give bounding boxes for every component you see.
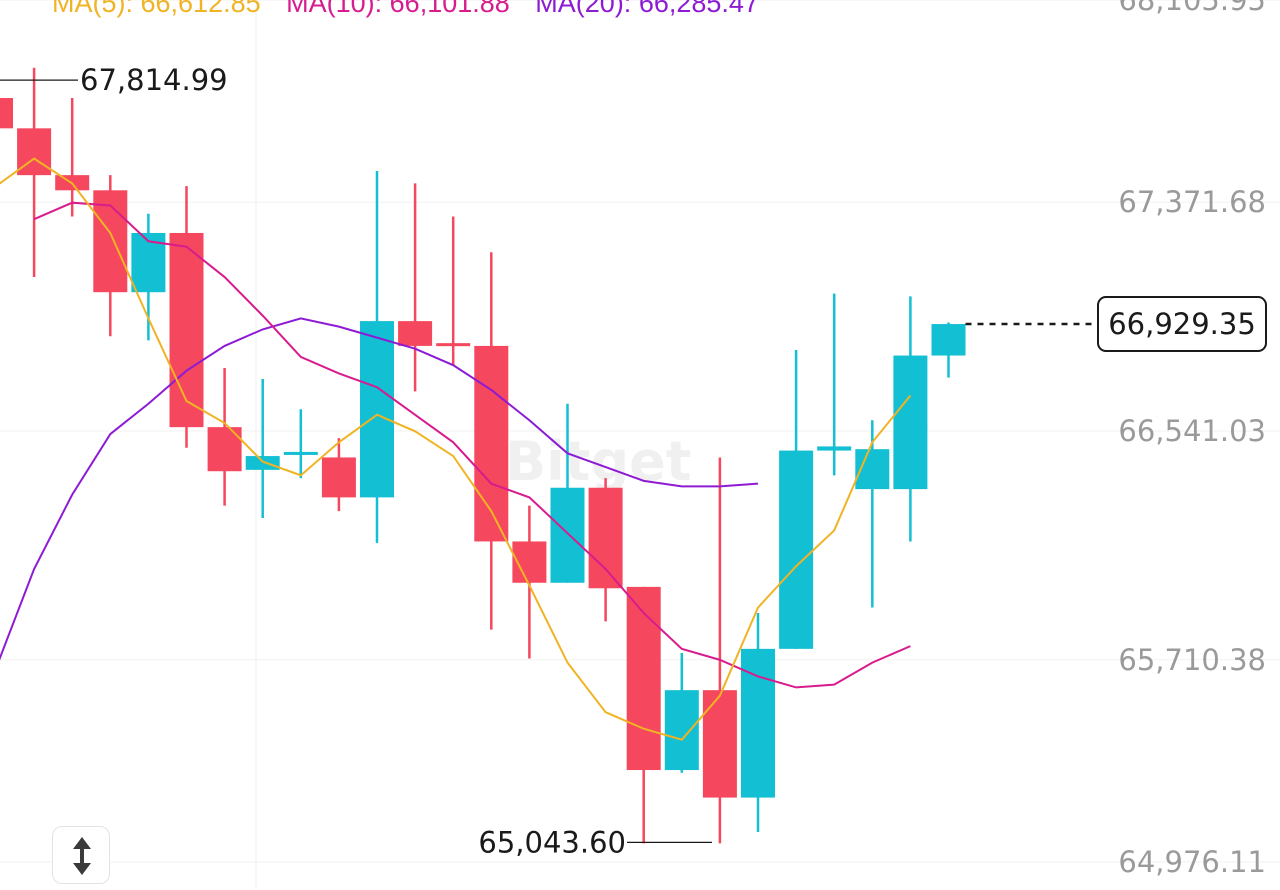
candle-body (245, 456, 280, 470)
price-axis-label: 64,976.11 (1118, 845, 1266, 879)
ma5-legend: MA(5): 66,612.85 (52, 0, 261, 18)
candle-body (0, 98, 13, 129)
price-axis-label: 68,105.95 (1118, 0, 1266, 17)
high-marker-label: 67,814.99 (80, 63, 228, 97)
candle-body (817, 446, 852, 451)
candle-body (398, 321, 433, 346)
candle-body (664, 690, 699, 771)
ma-legend: MA(5): 66,612.85 MA(10): 66,101.88 MA(20… (52, 0, 777, 19)
low-marker-label: 65,043.60 (478, 825, 626, 859)
candle-body (550, 487, 585, 583)
price-axis-label: 66,541.03 (1118, 414, 1266, 448)
ma10-line (33, 201, 911, 689)
candle-body (779, 450, 814, 649)
candle-body (931, 324, 966, 356)
candle-body (283, 451, 318, 455)
candle-body (169, 232, 204, 428)
ma20-line (0, 317, 759, 661)
price-axis: 68,105.95 67,371.68 66,541.03 65,710.38 64,9… (1118, 0, 1266, 879)
moving-averages-layer (0, 157, 912, 741)
candle-body (626, 586, 661, 771)
price-axis-label: 65,710.38 (1118, 643, 1266, 677)
price-markers: 67,814.99 65,043.60 66,929.35 (0, 63, 1267, 859)
candle-body (93, 190, 128, 293)
candle-body (893, 355, 928, 490)
candle-body (741, 648, 775, 798)
candle-body (321, 457, 356, 498)
ma10-legend: MA(10): 66,101.88 (286, 0, 510, 18)
current-price-label: 66,929.35 (1108, 307, 1256, 341)
price-axis-label: 67,371.68 (1118, 185, 1266, 219)
scroll-toggle-button[interactable] (52, 826, 110, 884)
vertical-arrows-icon (73, 837, 91, 875)
candle-body (360, 321, 394, 498)
ma20-legend: MA(20): 66,285.47 (535, 0, 759, 18)
candle-body (474, 345, 509, 542)
candle-body (588, 487, 623, 589)
candles-layer (0, 67, 966, 844)
current-price-box (1097, 296, 1267, 353)
candle-body (702, 690, 737, 798)
candle-body (436, 343, 471, 347)
ma5-line (0, 157, 912, 741)
